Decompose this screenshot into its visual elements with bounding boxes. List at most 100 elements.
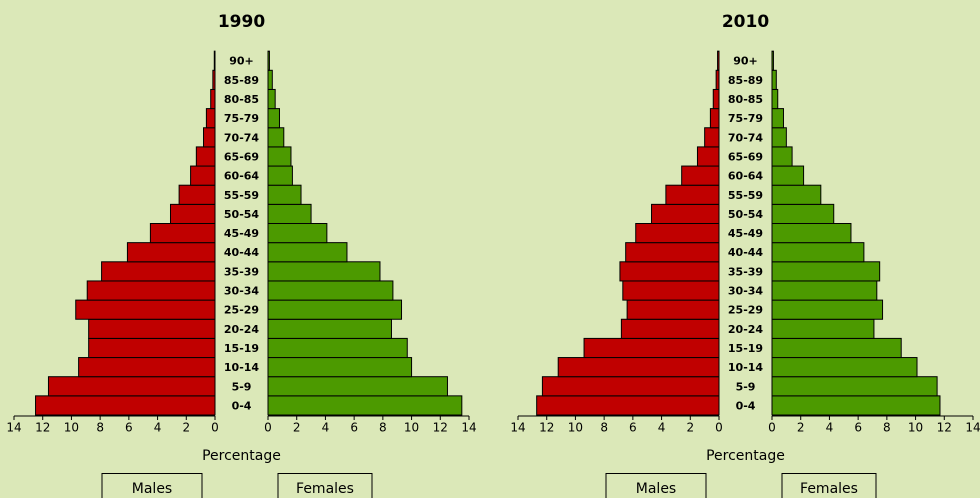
male-bar: [622, 280, 720, 301]
legend-label: Males: [132, 481, 172, 497]
x-tick-label: 8: [96, 421, 104, 435]
x-tick-label: 10: [908, 421, 923, 435]
x-tick-label: 6: [350, 421, 358, 435]
female-bar: [771, 299, 884, 320]
x-tick-label: 12: [433, 421, 448, 435]
female-bar: [771, 165, 805, 186]
female-bar: [267, 50, 270, 71]
chart-title: 2010: [722, 12, 769, 32]
female-bar: [267, 146, 292, 167]
category-label: 25-29: [728, 304, 763, 317]
male-bar: [210, 88, 216, 110]
x-tick-label: 12: [539, 421, 554, 435]
female-bar: [771, 127, 787, 148]
male-bar: [715, 69, 720, 90]
category-label: 15-19: [224, 342, 259, 355]
category-label: 70-74: [224, 131, 260, 144]
male-bar: [88, 318, 216, 339]
female-bar: [771, 337, 902, 359]
male-bar: [212, 69, 216, 90]
category-label: 65-69: [224, 150, 259, 163]
male-bar: [75, 299, 216, 320]
female-bar: [771, 242, 865, 263]
male-bar: [178, 184, 216, 205]
male-bar: [126, 242, 216, 263]
female-bar: [771, 357, 918, 378]
category-label: 30-34: [728, 285, 764, 298]
female-bar: [267, 376, 448, 397]
male-bar: [149, 223, 216, 244]
legend-box: [605, 473, 707, 498]
male-bar: [696, 146, 720, 167]
male-bar: [557, 357, 720, 378]
male-bar: [86, 280, 216, 301]
male-bar: [213, 50, 216, 71]
x-tick-label: 10: [404, 421, 419, 435]
male-bar: [635, 223, 720, 244]
x-tick-label: 12: [937, 421, 952, 435]
female-bar: [267, 357, 413, 378]
category-label: 70-74: [728, 131, 764, 144]
female-bar: [267, 203, 312, 225]
x-tick-label: 4: [658, 421, 666, 435]
female-bar: [267, 337, 408, 359]
female-bar: [267, 184, 302, 205]
male-bar: [620, 318, 720, 339]
category-label: 85-89: [728, 74, 763, 87]
female-bar: [771, 108, 784, 129]
female-bar: [267, 261, 381, 282]
category-label: 65-69: [728, 150, 763, 163]
category-label: 40-44: [728, 246, 764, 259]
x-tick-label: 8: [600, 421, 608, 435]
category-label: 25-29: [224, 304, 259, 317]
category-label: 90+: [733, 55, 758, 68]
x-tick-label: 2: [182, 421, 190, 435]
legend-box: [277, 473, 373, 498]
male-bar: [88, 337, 216, 359]
x-tick-label: 0: [768, 421, 776, 435]
x-tick-label: 6: [854, 421, 862, 435]
legend-label: Females: [800, 481, 858, 497]
x-tick-label: 2: [293, 421, 301, 435]
female-bar: [771, 223, 852, 244]
male-bar: [709, 108, 720, 129]
male-bar: [583, 337, 720, 359]
x-tick-label: 4: [826, 421, 834, 435]
male-bar: [203, 127, 216, 148]
x-tick-label: 14: [510, 421, 525, 435]
female-bar: [771, 146, 793, 167]
female-bar: [267, 318, 392, 339]
category-label: 15-19: [728, 342, 763, 355]
category-label: 5-9: [736, 380, 756, 393]
female-bar: [267, 395, 463, 416]
category-label: 50-54: [224, 208, 260, 221]
male-bar: [651, 203, 720, 225]
male-bar: [717, 50, 720, 71]
x-tick-label: 6: [125, 421, 133, 435]
category-label: 55-59: [728, 189, 763, 202]
female-bar: [267, 88, 276, 110]
male-bar: [190, 165, 216, 186]
female-bar: [267, 127, 285, 148]
x-tick-label: 2: [797, 421, 805, 435]
female-bar: [267, 108, 280, 129]
female-bar: [771, 69, 777, 90]
category-label: 5-9: [232, 380, 252, 393]
x-tick-label: 4: [154, 421, 162, 435]
category-label: 80-85: [224, 93, 259, 106]
x-tick-label: 14: [965, 421, 980, 435]
female-bar: [267, 242, 348, 263]
female-bar: [771, 280, 878, 301]
female-bar: [771, 203, 835, 225]
male-bar: [704, 127, 720, 148]
female-bar: [771, 395, 941, 416]
category-label: 0-4: [232, 399, 252, 412]
male-bar: [47, 376, 216, 397]
male-bar: [712, 88, 720, 110]
x-tick-label: 14: [461, 421, 476, 435]
female-bar: [771, 376, 938, 397]
category-label: 85-89: [224, 74, 259, 87]
category-label: 50-54: [728, 208, 764, 221]
female-bar: [771, 88, 779, 110]
